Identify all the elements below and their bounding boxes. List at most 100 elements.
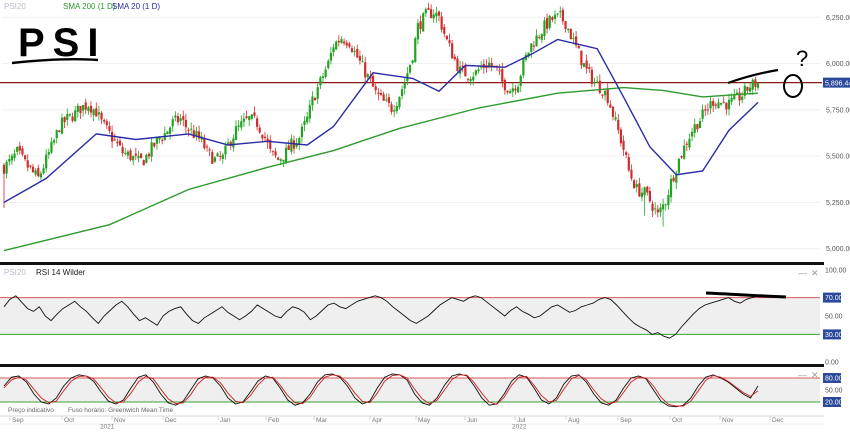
candle-body [709,101,712,109]
candle-body [717,102,720,109]
candle-body [105,121,108,126]
candle-body [55,130,58,139]
candle-body [746,86,749,91]
candle-body [374,86,377,91]
candle-body [345,42,348,46]
candle-body [606,89,609,103]
candle-body [132,155,135,161]
candle-body [353,51,356,53]
candle-body [480,66,483,68]
month-label: Jul [517,417,526,424]
candle-body [84,102,87,110]
candle-body [182,116,185,120]
candle-body [659,207,662,213]
candle-body [580,50,583,66]
sma200-legend[interactable]: SMA 200 (1 D) [63,2,116,11]
rsi-line[interactable] [3,295,759,339]
panel-divider[interactable] [0,364,824,367]
candle-body [37,167,40,177]
candle-body [672,177,675,182]
price-chart[interactable] [0,2,822,252]
candle-body [145,154,148,163]
candle-body [348,43,351,47]
rsi-title: RSI 14 Wilder [36,268,86,277]
candle-body [593,81,596,84]
stochastic-chart[interactable]: 80.00 50.00 20.00 [0,373,843,408]
candle-body [756,82,760,88]
rsi-panel-controls: — ✕ [798,268,819,278]
candle-body [527,52,530,57]
candle-body [617,119,620,131]
candle-body [514,88,517,91]
candle-body [393,110,396,112]
sma20-line[interactable] [3,38,759,204]
candle-body [250,114,253,119]
candle-body [464,66,467,77]
candle-body [284,147,288,163]
candle-body [382,94,385,101]
footer: Preço indicativo Fuso horário: Greenwich… [8,407,174,414]
year-label: 2021 [100,424,115,430]
candle-body [556,13,559,15]
candle-body [155,137,159,144]
timezone-note: Fuso horário: Greenwich Mean Time [68,407,174,414]
candle-body [698,121,702,129]
stoch-d-line[interactable] [3,374,759,407]
candle-body [638,183,641,197]
close-icon[interactable]: ✕ [811,370,819,380]
rsi-chart[interactable]: 100.00 70.00 50.00 30.00 0.00 [0,268,847,367]
candle-body [603,90,607,96]
candle-body [598,80,601,93]
candle-body [630,169,633,179]
candle-body [445,35,449,40]
candle-body [184,119,188,128]
candle-body [295,143,298,147]
month-label: Sep [620,417,632,424]
candle-body [97,112,101,115]
candle-body [466,78,470,80]
last-price-label: 5,896.44 [825,80,850,87]
candle-body [274,151,277,156]
sma20-legend[interactable]: SMA 20 (1 D) [112,2,160,11]
minimize-icon[interactable]: — [798,268,807,278]
candle-body [42,168,45,174]
candle-body [427,7,430,10]
candle-body [627,157,630,171]
panel-divider[interactable] [0,262,824,265]
last-price-badge [823,77,850,88]
candle-body [419,21,422,30]
candle-body [192,130,195,138]
candle-body [327,60,330,68]
candle-body [68,113,72,116]
candle-body [58,130,61,132]
handwritten-title: PSI [18,21,106,65]
candle-body [395,105,398,112]
month-label: Apr [372,417,383,424]
rsi-marker-stroke [705,291,787,299]
candle-body [16,146,19,152]
candle-body [540,34,543,40]
month-label: Dec [772,417,784,424]
minimize-icon[interactable]: — [798,370,807,380]
candle-body [503,80,507,91]
candle-body [195,131,198,137]
candle-body [87,107,90,112]
candle-body [680,156,683,158]
close-icon[interactable]: ✕ [811,268,819,278]
candle-body [216,153,219,157]
candle-body [416,23,420,40]
sma200-line[interactable] [3,86,759,252]
candle-body [45,154,48,169]
candle-body [298,138,301,145]
candle-body [316,87,319,99]
candle-body [379,92,383,95]
candle-body [66,114,69,120]
candle-body [248,116,251,120]
candle-body [551,17,554,20]
month-label: Mar [316,417,328,424]
candle-body [153,142,156,147]
stoch-k-line[interactable] [3,373,759,408]
candle-body [390,104,393,112]
candle-body [385,99,388,101]
